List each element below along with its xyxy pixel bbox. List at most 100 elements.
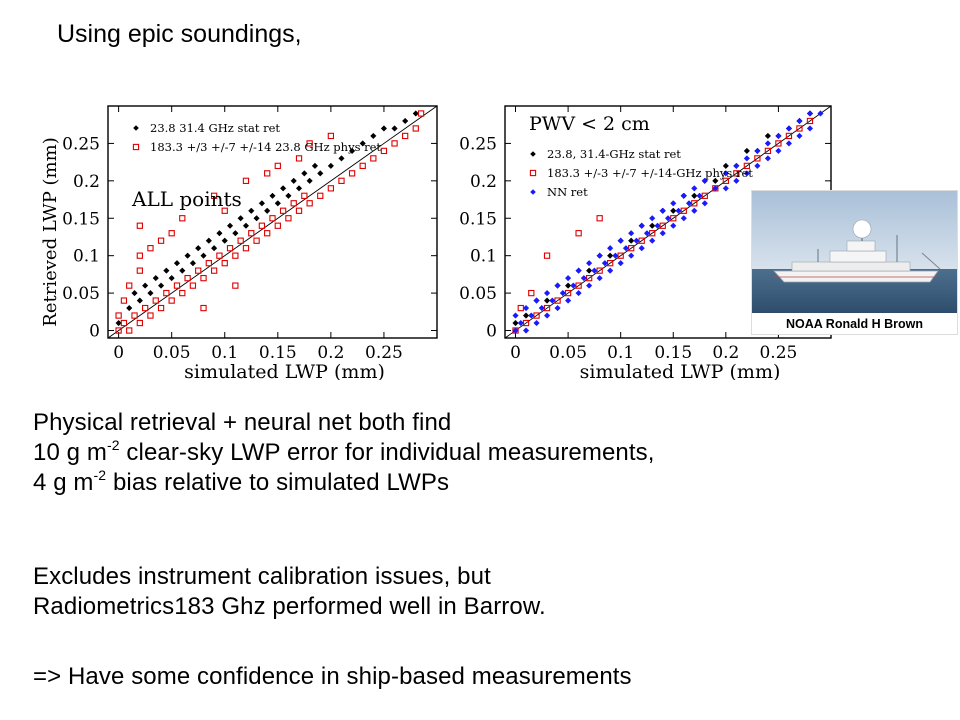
chart-annotation: PWV < 2 cm — [529, 113, 650, 135]
data-point — [638, 222, 645, 229]
data-point — [628, 252, 635, 259]
data-point — [359, 162, 366, 170]
data-point — [538, 304, 545, 312]
data-point — [317, 170, 324, 177]
data-point — [359, 140, 366, 147]
data-point — [649, 237, 656, 244]
data-point — [274, 200, 281, 207]
y-tick-label: 0.25 — [459, 134, 497, 154]
data-point — [664, 215, 672, 222]
data-point — [564, 282, 572, 289]
data-point — [785, 132, 793, 140]
data-point — [237, 215, 244, 222]
data-point — [120, 297, 128, 304]
data-point — [168, 230, 175, 237]
data-point — [179, 267, 186, 274]
data-point — [796, 132, 803, 140]
data-point — [670, 222, 677, 229]
slide-title: Using epic soundings, — [57, 20, 302, 48]
data-point — [248, 230, 255, 237]
data-point — [131, 289, 138, 297]
data-point — [533, 297, 540, 304]
y-tick-label: 0.15 — [459, 209, 497, 229]
y-tick-label: 0.25 — [62, 134, 100, 154]
data-point — [348, 147, 356, 155]
data-point — [348, 170, 356, 177]
data-point — [522, 312, 530, 319]
data-point — [612, 252, 619, 259]
caveat-line-2: Radiometrics183 Ghz performed well in Ba… — [33, 593, 546, 620]
findings-line-2: 10 g m-2 clear-sky LWP error for individ… — [33, 437, 655, 466]
data-point — [232, 252, 239, 259]
data-point — [580, 274, 588, 282]
data-point — [596, 252, 603, 259]
data-point — [290, 177, 297, 184]
data-point — [264, 207, 271, 214]
data-point — [157, 282, 165, 289]
data-point — [617, 237, 624, 244]
data-point — [417, 110, 425, 117]
data-point — [147, 245, 154, 252]
legend-marker — [132, 143, 140, 151]
ship-silhouette — [773, 219, 941, 283]
data-point — [115, 312, 122, 319]
data-point — [285, 215, 292, 222]
data-point — [391, 140, 398, 147]
data-point — [327, 132, 335, 140]
data-point — [806, 125, 814, 132]
data-point — [189, 282, 197, 289]
y-tick-label: 0.1 — [73, 247, 100, 267]
data-point — [649, 222, 656, 229]
data-point — [327, 162, 335, 170]
data-point — [696, 192, 703, 199]
data-point — [380, 125, 388, 132]
x-tick-label: 0.05 — [549, 343, 587, 363]
data-point — [607, 252, 614, 259]
data-point — [607, 267, 614, 274]
data-point — [722, 170, 729, 177]
data-point — [279, 185, 287, 192]
series-1-points — [115, 110, 425, 334]
data-point — [269, 215, 276, 222]
data-point — [136, 267, 143, 274]
data-point — [136, 222, 143, 229]
data-point — [585, 267, 593, 274]
data-point — [232, 282, 239, 289]
data-point — [200, 252, 207, 259]
data-point — [601, 260, 609, 267]
x-axis-label: simulated LWP (mm) — [184, 361, 385, 380]
data-point — [126, 304, 133, 312]
data-point — [564, 274, 572, 282]
data-point — [533, 319, 540, 327]
data-point — [638, 245, 645, 252]
findings-paragraph: Physical retrieval + neural net both fin… — [33, 408, 655, 498]
data-point — [152, 297, 159, 304]
data-point — [402, 117, 409, 125]
data-point — [115, 327, 122, 334]
data-point — [543, 289, 551, 297]
data-point — [680, 192, 687, 199]
data-point — [317, 192, 324, 199]
data-point — [242, 177, 250, 184]
data-point — [147, 289, 154, 297]
data-point — [654, 222, 661, 229]
data-point — [733, 170, 740, 177]
x-axis-label: simulated LWP (mm) — [580, 361, 781, 380]
data-point — [764, 140, 772, 147]
data-point — [628, 230, 635, 237]
data-point — [402, 132, 409, 140]
data-point — [290, 200, 297, 207]
ship-photo-card: NOAA Ronald H Brown — [751, 190, 958, 335]
x-tick-label: 0 — [510, 343, 521, 363]
legend-label: 183.3 +/3 +/-7 +/-14 23.8 GHz phys ret — [150, 140, 381, 154]
x-tick-label: 0.25 — [759, 343, 797, 363]
data-point — [754, 147, 761, 155]
data-point — [258, 222, 266, 229]
data-point — [559, 289, 566, 297]
data-point — [764, 147, 772, 155]
data-point — [743, 147, 751, 155]
caveat-paragraph: Excludes instrument calibration issues, … — [33, 562, 546, 622]
data-point — [242, 222, 250, 229]
data-point — [232, 230, 239, 237]
data-point — [295, 155, 303, 162]
